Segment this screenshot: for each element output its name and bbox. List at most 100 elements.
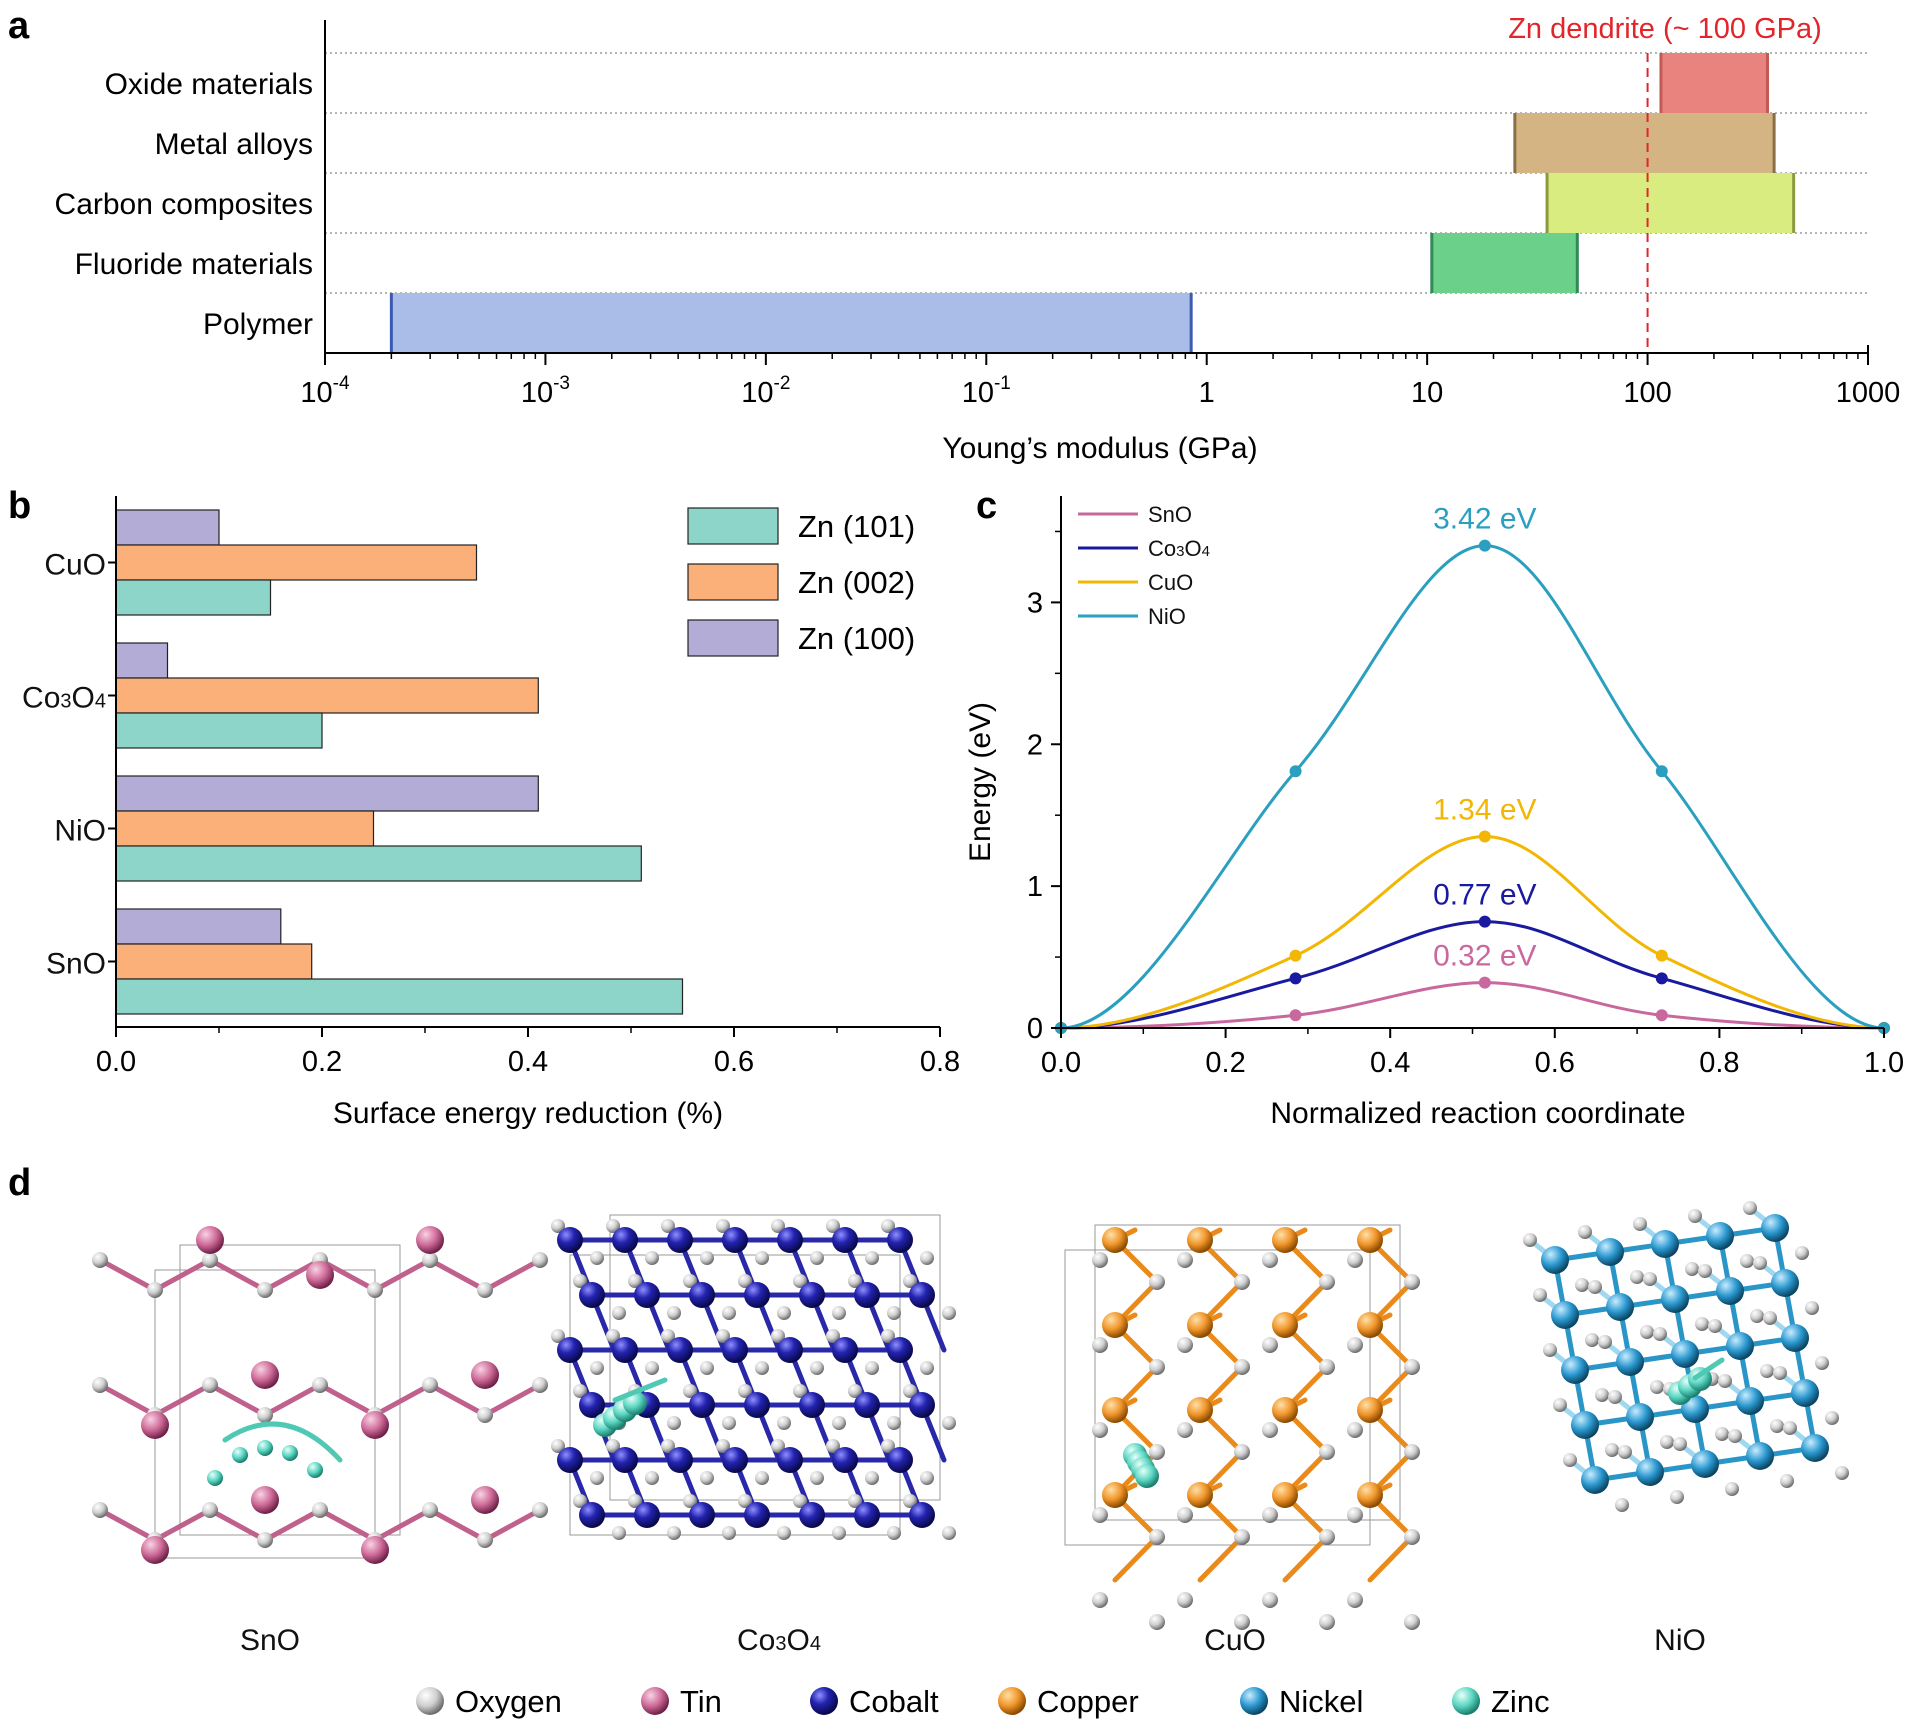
energy-curve-co3o4 (1060, 920, 1885, 1030)
cobalt-atom (744, 1392, 770, 1418)
copper-atom (1357, 1397, 1383, 1423)
oxygen-atom (826, 1219, 840, 1233)
bond (482, 1257, 543, 1293)
oxygen-atom (1815, 1356, 1829, 1370)
x-tick-label: 0.6 (714, 1046, 754, 1078)
oxygen-atom (257, 1532, 273, 1548)
oxygen-atom (1615, 1498, 1629, 1512)
oxygen-atom (1643, 1272, 1657, 1286)
copper-atom (1102, 1397, 1128, 1423)
cobalt-atom (777, 1227, 803, 1253)
oxygen-atom (1262, 1592, 1278, 1608)
copper-atom (1357, 1227, 1383, 1253)
oxygen-atom (645, 1251, 659, 1265)
nickel-atom (1636, 1458, 1664, 1486)
oxygen-atom (1743, 1201, 1757, 1215)
oxygen-atom (1149, 1274, 1165, 1290)
oxygen-atom (771, 1219, 785, 1233)
oxygen-atom (777, 1526, 791, 1540)
structure-sno (92, 1226, 548, 1564)
x-tick-label: 0.0 (1041, 1047, 1081, 1079)
oxygen-legend-marker (416, 1687, 444, 1715)
oxygen-atom (1262, 1422, 1278, 1438)
oxygen-atom (903, 1494, 917, 1508)
copper-atom (1102, 1312, 1128, 1338)
oxygen-atom (551, 1439, 565, 1453)
oxygen-atom (1725, 1482, 1739, 1496)
oxygen-atom (1533, 1288, 1547, 1302)
oxygen-atom (881, 1439, 895, 1453)
oxygen-atom (755, 1471, 769, 1485)
panel-a-x-axis-label: Young’s modulus (GPa) (942, 432, 1257, 465)
cobalt-atom (799, 1502, 825, 1528)
nickel-atom (1771, 1269, 1799, 1297)
oxygen-atom (312, 1502, 328, 1518)
bond (372, 1382, 433, 1418)
oxygen-atom (1234, 1274, 1250, 1290)
oxygen-atom (1715, 1427, 1729, 1441)
nickel-atom (1791, 1379, 1819, 1407)
zinc-atom (1135, 1464, 1159, 1488)
copper-atom (1187, 1227, 1213, 1253)
oxygen-atom (755, 1251, 769, 1265)
cobalt-atom (557, 1227, 583, 1253)
panel-b-x-axis-label: Surface energy reduction (%) (333, 1097, 723, 1130)
oxygen-atom (367, 1282, 383, 1298)
oxygen-atom (1234, 1614, 1250, 1630)
oxygen-atom (722, 1416, 736, 1430)
oxygen-atom (1753, 1256, 1767, 1270)
energy-point (1655, 949, 1668, 962)
energy-curve-sno (1060, 981, 1885, 1030)
oxygen-atom (832, 1416, 846, 1430)
bond (372, 1257, 433, 1293)
y-tick-label: 1 (1027, 871, 1043, 903)
unit-cell-edge (179, 1244, 401, 1536)
oxygen-atom (1404, 1444, 1420, 1460)
category-label: CuO (44, 549, 106, 582)
cobalt-atom (909, 1502, 935, 1528)
category-label-sub1: 3 (60, 691, 71, 713)
oxygen-atom (716, 1329, 730, 1343)
bar-zn002 (115, 943, 313, 980)
x-tick-base: 10 (300, 377, 332, 409)
bond (152, 1507, 213, 1543)
oxygen-atom (628, 1274, 642, 1288)
bond (427, 1507, 488, 1543)
oxygen-atom (903, 1384, 917, 1398)
legend-label-base: SnO (1148, 502, 1192, 527)
oxygen-atom (92, 1252, 108, 1268)
oxygen-atom (551, 1219, 565, 1233)
oxygen-atom (628, 1494, 642, 1508)
bond (207, 1382, 268, 1418)
oxygen-atom (1650, 1380, 1664, 1394)
nickel-atom (1671, 1340, 1699, 1368)
x-tick-label: 0.8 (920, 1046, 960, 1078)
structure-label-sno-base: SnO (240, 1624, 300, 1657)
oxygen-atom (1262, 1252, 1278, 1268)
x-tick-label: 100 (1623, 377, 1671, 409)
nickel-legend-marker (1240, 1687, 1268, 1715)
nickel-atom (1626, 1403, 1654, 1431)
barrier-label-nio: 3.42 eV (1433, 503, 1536, 536)
cobalt-atom (667, 1337, 693, 1363)
oxygen-atom (1773, 1366, 1787, 1380)
oxygen-atom (1177, 1337, 1193, 1353)
energy-point (1289, 949, 1302, 962)
legend-label-base: Co (1148, 536, 1176, 561)
oxygen-atom (793, 1274, 807, 1288)
bar-zn100 (115, 642, 169, 679)
panel-label-d: d (8, 1162, 31, 1204)
legend-label-cobalt: Cobalt (849, 1684, 939, 1719)
bar-zn100 (115, 775, 539, 812)
range-bar-oxide-materials (1660, 53, 1768, 113)
tin-legend-marker (641, 1687, 669, 1715)
bond (427, 1257, 488, 1293)
structure-label-sno: SnO (240, 1624, 300, 1657)
range-bar-fluoride-materials (1431, 233, 1578, 293)
x-tick-exponent: -1 (994, 373, 1011, 394)
oxygen-atom (1805, 1301, 1819, 1315)
energy-point (1478, 830, 1491, 843)
cobalt-atom (634, 1282, 660, 1308)
oxygen-atom (826, 1439, 840, 1453)
